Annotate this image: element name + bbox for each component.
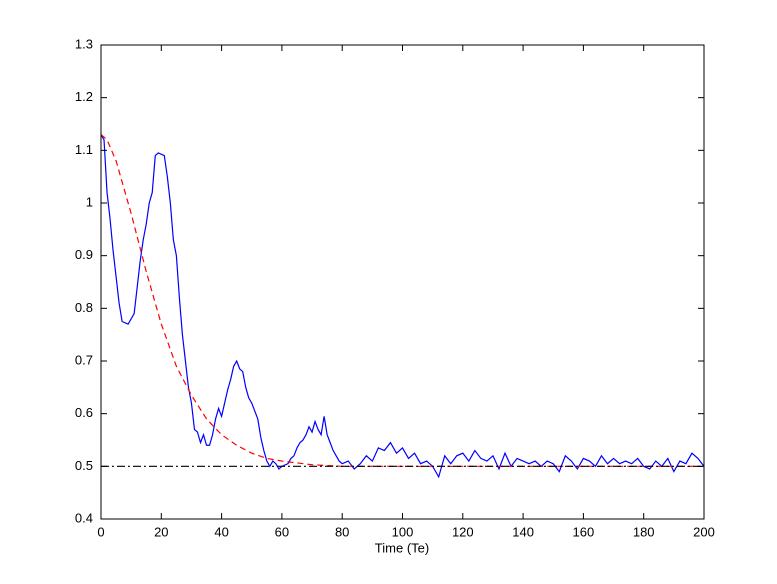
data-line [100,134,705,479]
y-tick-label: 1.2 [75,89,93,104]
x-tick-label: 120 [452,524,474,539]
x-tick-label: 180 [633,524,655,539]
x-axis-label: Time (Te) [375,540,429,555]
y-tick-label: 0.7 [75,352,93,367]
y-tick-label: 0.4 [75,510,93,525]
y-tick-label: 0.8 [75,300,93,315]
x-tick-label: 0 [97,524,104,539]
x-tick-label: 200 [693,524,715,539]
y-tick-label: 1.1 [75,142,93,157]
x-tick-label: 160 [573,524,595,539]
x-tick-label: 140 [512,524,534,539]
y-tick-label: 1.3 [75,36,93,51]
y-tick-label: 1 [86,194,93,209]
x-tick-label: 40 [214,524,228,539]
x-tick-label: 80 [335,524,349,539]
x-tick-label: 60 [275,524,289,539]
x-tick-label: 20 [154,524,168,539]
y-tick-label: 0.9 [75,247,93,262]
x-tick-label: 100 [392,524,414,539]
data-line [100,134,704,467]
y-tick-label: 0.5 [75,458,93,473]
y-tick-label: 0.6 [75,405,93,420]
